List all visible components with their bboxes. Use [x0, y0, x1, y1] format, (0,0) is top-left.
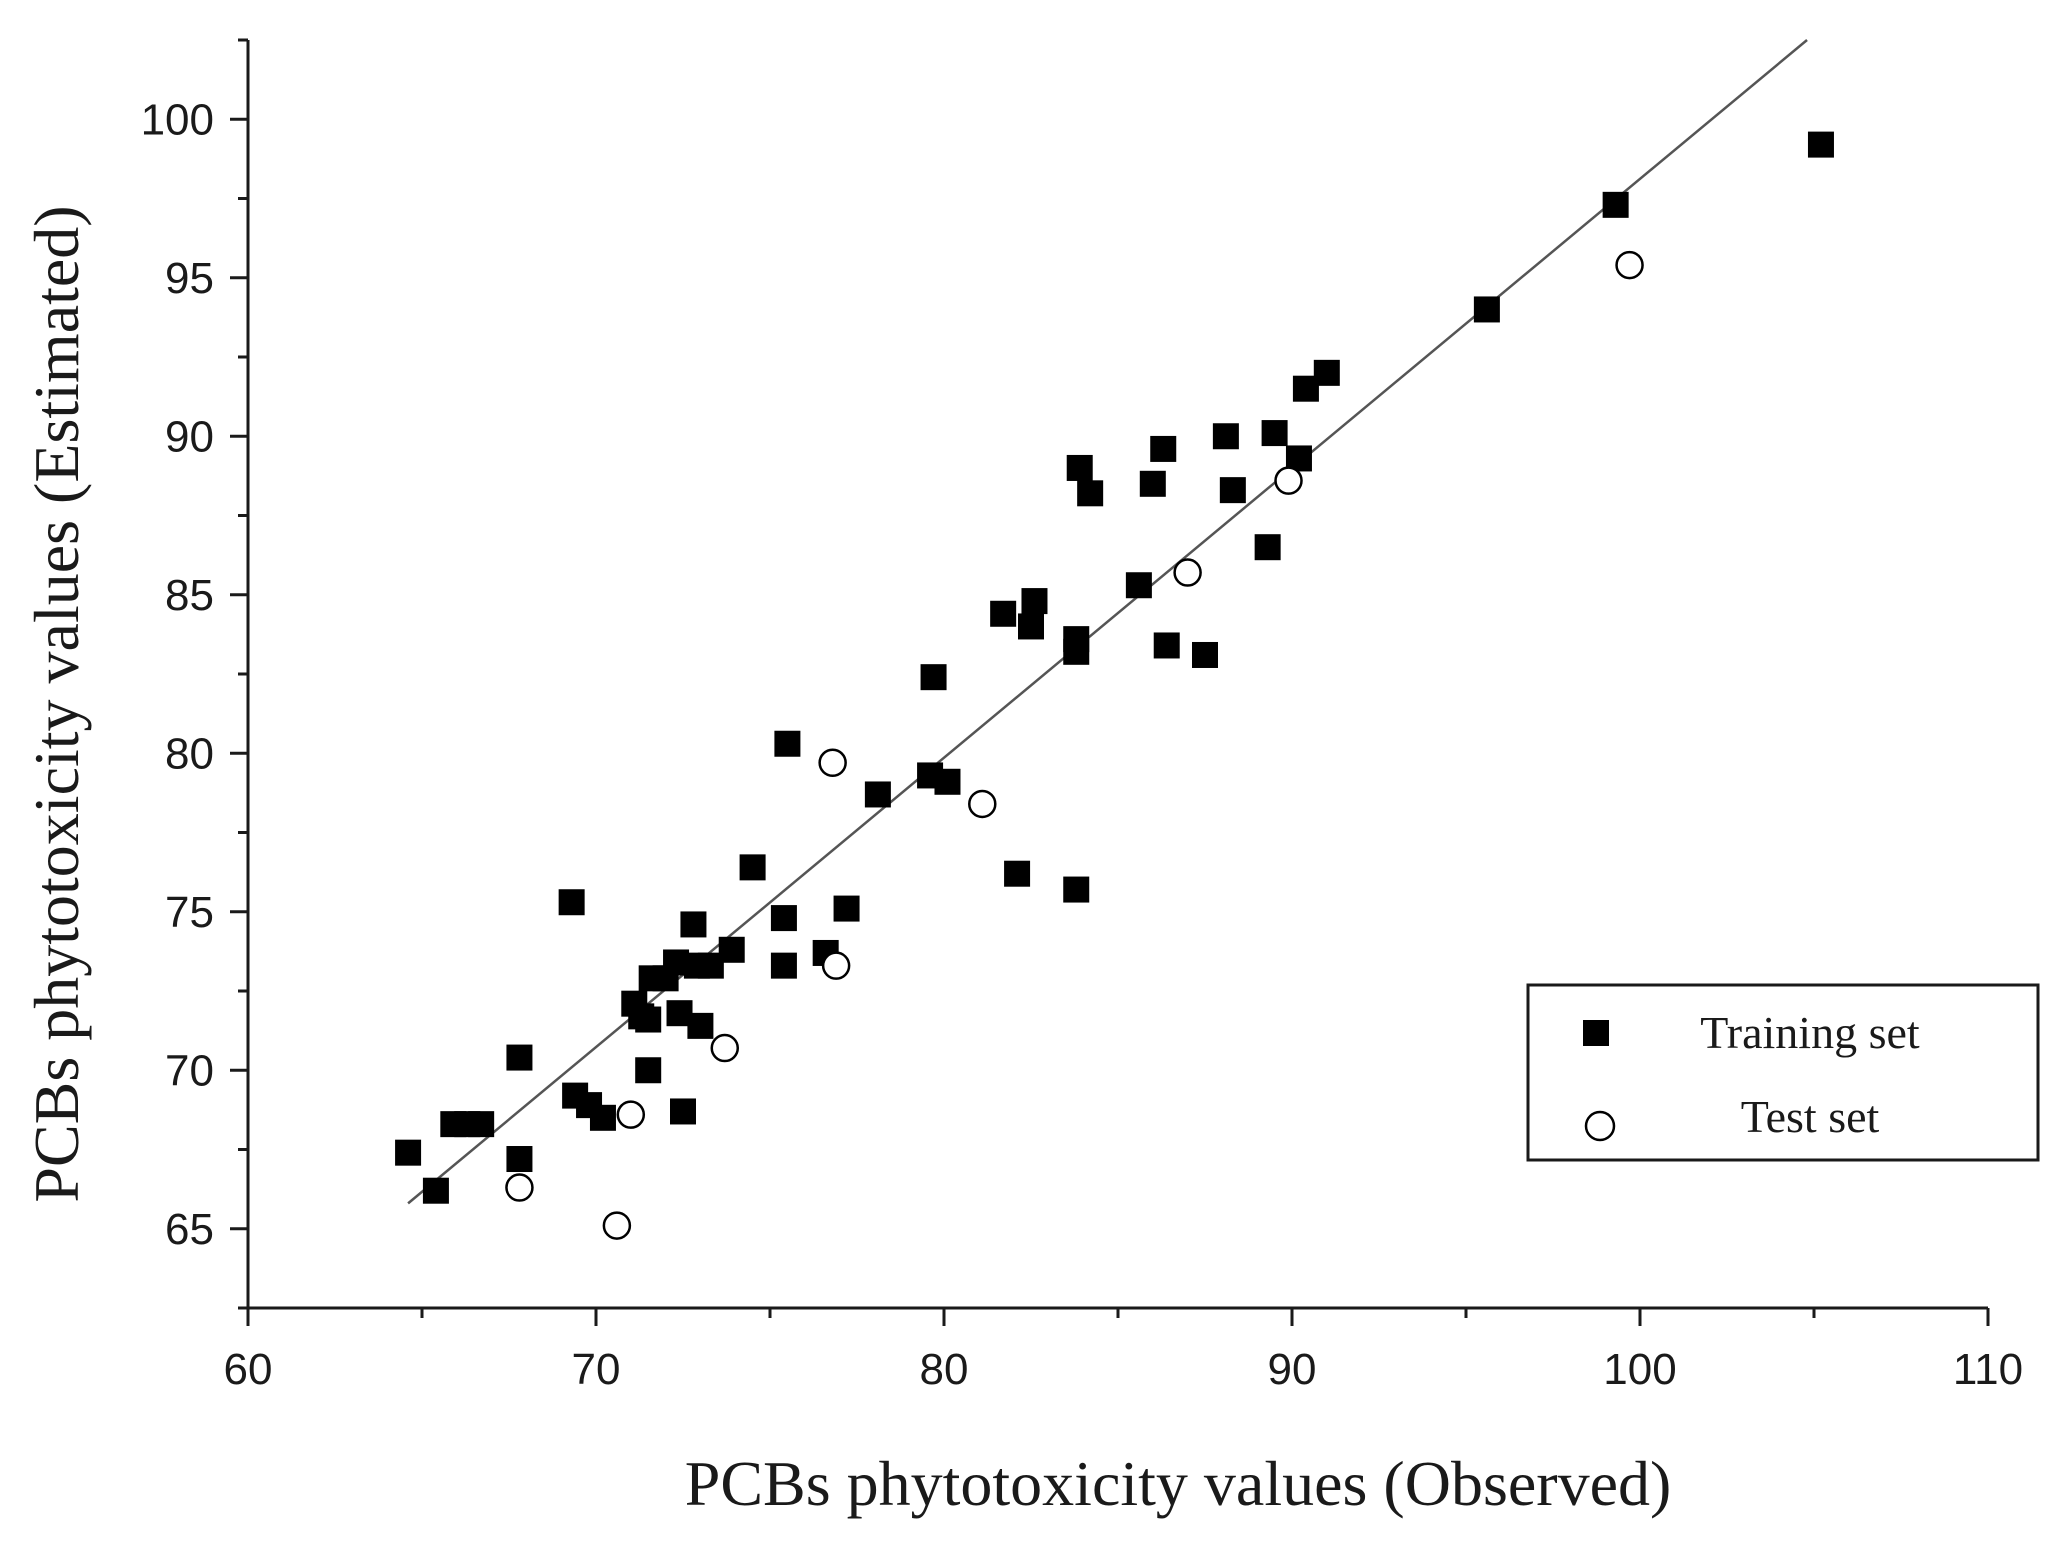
training-point	[670, 1098, 696, 1125]
training-point	[468, 1111, 495, 1138]
training-point	[739, 854, 766, 881]
training-point	[1153, 632, 1180, 659]
series-training-set	[395, 131, 1834, 1204]
test-point	[505, 1173, 534, 1202]
points-layer	[395, 131, 1834, 1240]
training-point	[1254, 534, 1281, 561]
training-point	[558, 889, 585, 916]
x-tick-label: 60	[224, 1345, 273, 1394]
training-point	[506, 1146, 533, 1173]
training-point	[1192, 641, 1218, 668]
training-point	[635, 1006, 662, 1033]
test-point	[821, 951, 851, 980]
x-tick-label: 90	[1268, 1345, 1317, 1394]
training-point	[422, 1177, 449, 1204]
training-point	[1313, 359, 1340, 386]
training-point	[1077, 480, 1104, 507]
test-point	[1615, 250, 1644, 280]
training-point	[1150, 435, 1177, 462]
training-point	[680, 911, 707, 938]
legend-marker-test-set	[1584, 1110, 1616, 1142]
legend-marker-training-set	[1583, 1020, 1609, 1046]
ticks-layer: 60 70 80 90 100 110 65 70 75 80 85 90 95 100	[141, 38, 2023, 1394]
y-tick-label: 80	[165, 729, 214, 778]
training-point	[506, 1044, 533, 1071]
test-point	[1173, 558, 1202, 587]
training-point	[1063, 638, 1090, 665]
y-axis-title: PCBs phytotoxicity values (Estimated)	[21, 205, 92, 1202]
legend: Training set Test set	[1526, 983, 2040, 1162]
training-point	[1807, 131, 1834, 158]
training-point	[687, 1012, 714, 1039]
training-point	[770, 952, 797, 979]
x-axis-title: PCBs phytotoxicity values (Observed)	[685, 1448, 1672, 1519]
training-point	[589, 1104, 616, 1131]
training-point	[774, 730, 801, 757]
training-point	[1063, 876, 1090, 903]
training-point	[1125, 572, 1152, 599]
training-point	[1021, 588, 1048, 615]
legend-label-test-set: Test set	[1741, 1091, 1880, 1142]
training-point	[1139, 470, 1166, 497]
training-point	[1066, 454, 1093, 481]
test-point	[818, 748, 847, 778]
y-tick-label: 90	[165, 412, 214, 461]
test-point	[710, 1033, 740, 1063]
training-point	[718, 936, 745, 963]
training-point	[920, 664, 947, 691]
training-point	[1219, 477, 1246, 504]
x-tick-label: 110	[1953, 1345, 2023, 1394]
y-tick-label: 100	[141, 95, 214, 144]
training-point	[770, 905, 797, 932]
training-point	[833, 895, 860, 922]
training-point	[1004, 860, 1031, 887]
x-tick-label: 80	[920, 1345, 969, 1394]
test-point	[1274, 466, 1303, 495]
y-tick-label: 65	[165, 1205, 214, 1254]
test-point	[602, 1211, 632, 1240]
training-point	[864, 781, 891, 808]
training-point	[395, 1139, 422, 1166]
legend-label-training-set: Training set	[1700, 1007, 1920, 1058]
training-point	[1602, 191, 1629, 218]
training-point	[1212, 423, 1239, 450]
training-point	[1473, 296, 1500, 323]
y-tick-label: 95	[165, 254, 214, 303]
x-tick-label: 70	[572, 1345, 621, 1394]
training-point	[990, 600, 1017, 627]
training-point	[934, 768, 961, 795]
x-tick-label: 100	[1603, 1345, 1676, 1394]
series-test-set	[505, 250, 1644, 1240]
test-point	[616, 1100, 646, 1129]
y-tick-label: 75	[165, 888, 214, 937]
test-point	[968, 789, 997, 819]
training-point	[1018, 613, 1044, 640]
training-point	[635, 1057, 662, 1084]
y-tick-label: 70	[165, 1046, 214, 1095]
training-point	[1261, 420, 1288, 447]
y-tick-label: 85	[165, 571, 214, 620]
